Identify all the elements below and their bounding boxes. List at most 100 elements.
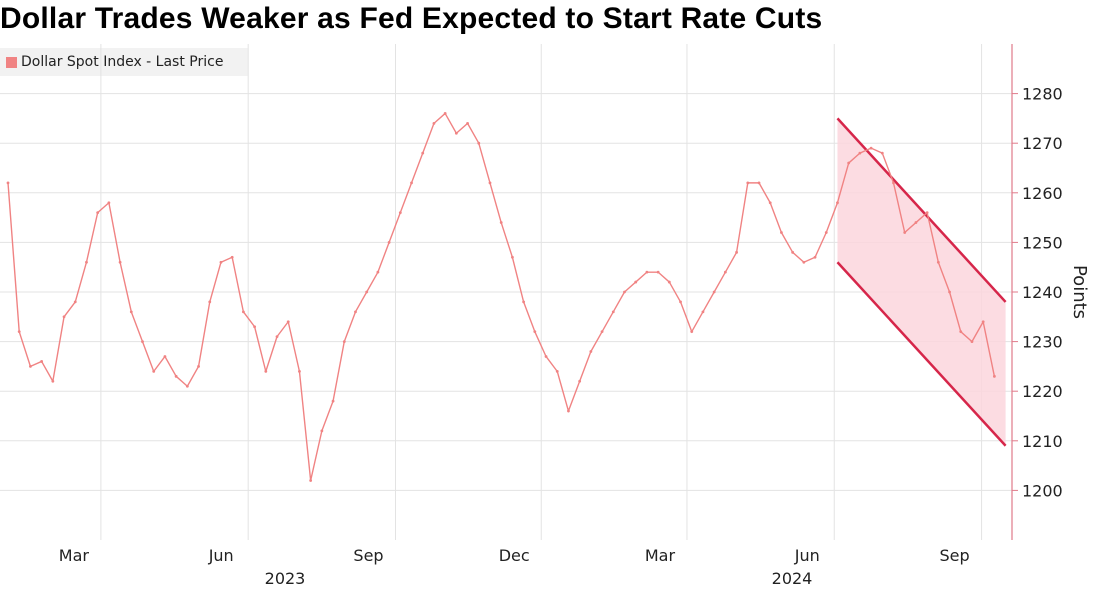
x-axis: Mar Jun Sep Dec Mar Jun Sep 2023 2024 <box>59 546 970 588</box>
series-point <box>858 151 862 155</box>
series-point <box>555 369 559 373</box>
downtrend-channel <box>836 117 1007 447</box>
y-tick-label: 1210 <box>1022 432 1063 451</box>
series-point <box>275 335 279 339</box>
series-point <box>992 374 996 378</box>
series-point <box>712 290 716 294</box>
series-point <box>253 325 257 329</box>
series-point <box>96 211 100 215</box>
series-point <box>600 330 604 334</box>
series-point <box>959 330 963 334</box>
y-tick-label: 1270 <box>1022 134 1063 153</box>
series-point <box>936 260 940 264</box>
series-point <box>387 241 391 244</box>
x-year-label: 2024 <box>772 569 813 588</box>
series-point <box>623 290 626 294</box>
series-point <box>836 201 839 205</box>
series-point <box>802 260 806 264</box>
y-tick-label: 1200 <box>1022 481 1063 500</box>
series-point <box>589 350 593 353</box>
series-point <box>129 310 133 314</box>
series-point <box>219 260 223 264</box>
series-point <box>948 290 951 294</box>
series-point <box>914 221 918 224</box>
series-point <box>656 270 660 274</box>
series-point <box>17 330 21 334</box>
series-point <box>757 181 761 185</box>
series-point <box>342 340 346 343</box>
series-point <box>567 409 570 413</box>
x-tick-label: Jun <box>794 546 820 565</box>
series-point <box>6 181 10 185</box>
series-point <box>880 151 884 155</box>
x-tick-label: Jun <box>208 546 234 565</box>
series-point <box>241 310 245 314</box>
series-point <box>544 355 548 358</box>
series-point <box>477 141 481 145</box>
series-point <box>443 112 447 115</box>
y-tick-label: 1250 <box>1022 233 1063 252</box>
series-point <box>118 260 122 264</box>
series-point <box>185 384 189 388</box>
series-point <box>432 121 436 125</box>
series-point <box>376 270 380 274</box>
x-tick-label: Sep <box>939 546 969 565</box>
series-point <box>51 379 55 383</box>
series-point <box>163 355 167 358</box>
series-point <box>85 260 88 264</box>
y-tick-label: 1220 <box>1022 382 1063 401</box>
y-tick-label: 1230 <box>1022 333 1063 352</box>
series-point <box>40 360 44 363</box>
series-point <box>454 131 458 135</box>
series-point <box>298 369 301 373</box>
series-point <box>264 369 268 373</box>
series-point <box>813 255 817 259</box>
series-line <box>7 112 996 482</box>
legend-swatch <box>6 56 17 68</box>
series-point <box>354 310 357 314</box>
series-point <box>723 270 727 274</box>
series-point <box>981 320 985 324</box>
gridlines <box>0 44 1012 540</box>
series-point <box>141 340 144 343</box>
y-tick-label: 1280 <box>1022 85 1063 104</box>
series-point <box>970 340 974 343</box>
series-point <box>735 250 738 254</box>
series-point <box>768 201 772 205</box>
series-point <box>398 211 402 215</box>
channel-lower-line <box>836 261 1007 447</box>
series-point <box>499 221 503 224</box>
series-point <box>522 300 526 304</box>
series-point <box>286 320 290 324</box>
series-point <box>73 300 77 304</box>
series-point <box>869 146 873 150</box>
y-tick-label: 1260 <box>1022 184 1063 203</box>
series-point <box>892 181 895 185</box>
series-point <box>230 255 234 259</box>
series-point <box>824 231 828 234</box>
series-point <box>578 379 582 383</box>
series-point <box>197 365 200 368</box>
series-point <box>903 231 907 234</box>
series-point <box>410 181 413 185</box>
legend: Dollar Spot Index - Last Price <box>0 48 248 76</box>
legend-label: Dollar Spot Index - Last Price <box>21 54 224 70</box>
series-point <box>331 399 335 403</box>
series-point <box>421 151 425 155</box>
y-tick-label: 1240 <box>1022 283 1063 302</box>
series-point <box>780 231 783 234</box>
series-point <box>746 181 750 185</box>
series-point <box>634 280 638 284</box>
series-point <box>29 365 32 368</box>
series-point <box>645 270 649 274</box>
y-axis-title: Points <box>1069 265 1090 319</box>
series-point <box>925 211 929 215</box>
series-point <box>320 429 324 433</box>
series-point <box>365 290 369 294</box>
x-tick-label: Mar <box>59 546 90 565</box>
chart-title: Dollar Trades Weaker as Fed Expected to … <box>0 2 823 35</box>
series-point <box>488 181 492 185</box>
x-tick-label: Sep <box>353 546 383 565</box>
series-point <box>847 161 851 165</box>
